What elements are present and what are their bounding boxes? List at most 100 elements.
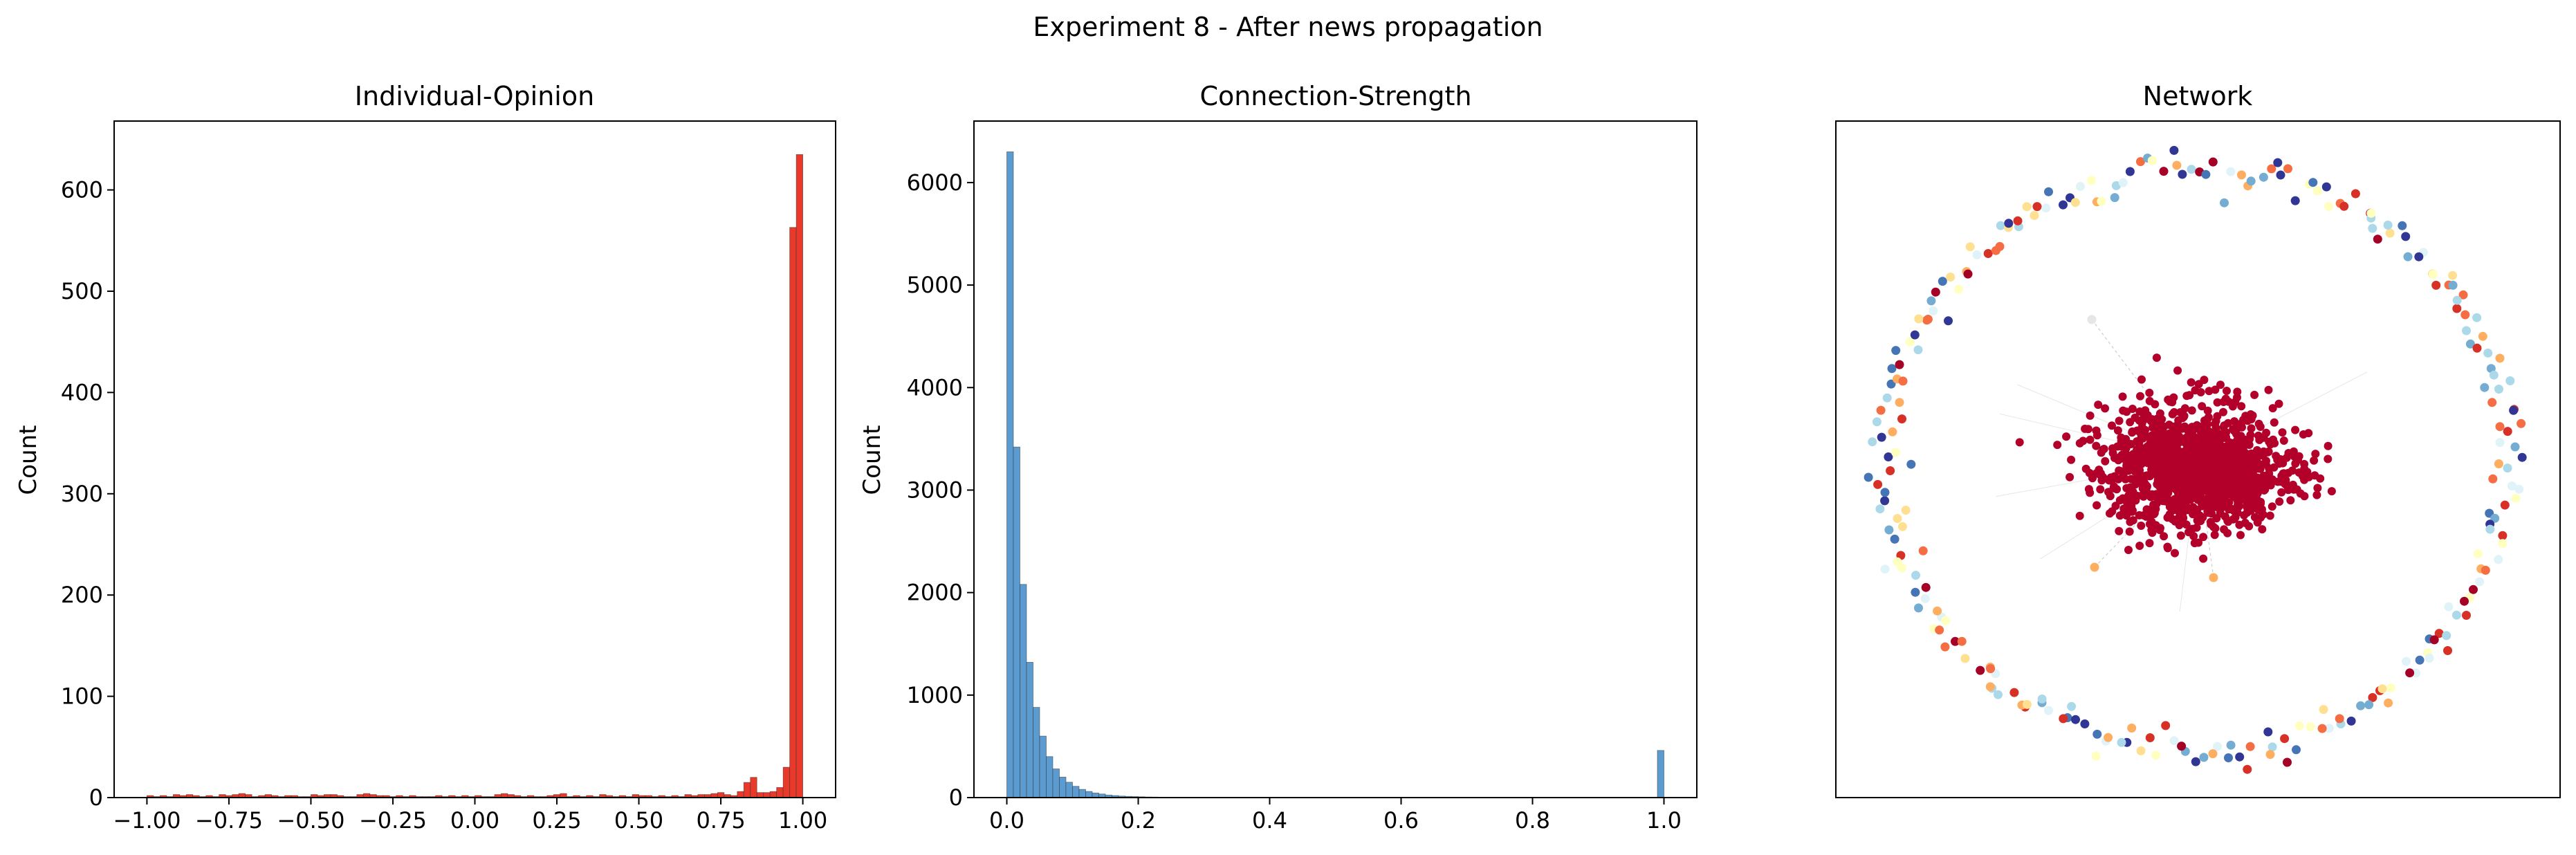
cluster-node [2243,463,2252,472]
ring-node [2386,683,2395,692]
ring-node [1893,514,1902,523]
strength-x-tick-label: 0.8 [1515,807,1550,834]
cluster-node [2266,481,2275,490]
ring-node [2280,734,2290,744]
strength-bar [1006,151,1014,798]
cluster-node [2220,449,2229,458]
cluster-node [2294,456,2302,464]
ring-node [2398,221,2407,230]
strength-bar [1013,446,1020,798]
strength-y-tick-label: 5000 [907,272,963,298]
cluster-node [2254,419,2263,428]
ring-node [1933,606,1942,616]
cluster-node [2216,380,2225,389]
cluster-node [2182,520,2191,529]
ring-node [2510,442,2520,452]
opinion-bar [795,154,803,798]
ring-node [2110,193,2119,203]
cluster-node [2119,471,2128,480]
cluster-node [2113,485,2122,494]
ring-node [2118,178,2128,187]
ring-node [1941,616,1950,625]
ring-node [1872,417,1882,427]
ring-node [2350,189,2360,199]
cluster-node [2213,398,2222,407]
cluster-node [2151,400,2160,409]
cluster-node [2324,454,2333,463]
strength-bar [1078,789,1086,798]
ring-node [2469,585,2478,594]
cluster-node [2115,416,2124,425]
ring-node [2136,746,2146,755]
cluster-node [2181,454,2190,463]
cluster-node [2187,406,2196,415]
ring-node [2368,692,2377,702]
strength-x-tick-label: 0.4 [1252,807,1287,834]
ring-node [2429,635,2439,645]
ring-node [2465,339,2475,349]
ring-node [1953,284,1963,294]
ring-node [2514,484,2524,494]
opinion-bar [763,792,771,798]
strength-x-ticks: 0.0 0.2 0.4 0.6 0.8 1.0 [989,798,1682,834]
cluster-node [2152,353,2161,362]
cluster-node [2113,426,2122,435]
cluster-node [2118,392,2127,401]
cluster-node [2155,493,2164,502]
opinion-x-tick-label: 0.00 [450,807,499,834]
ring-node [2044,187,2053,196]
ring-node [2159,167,2169,176]
cluster-node [2146,493,2155,502]
cluster-node [2081,424,2090,433]
cluster-node [2256,513,2265,522]
ring-node [2312,186,2322,196]
ring-node [2125,167,2135,176]
ring-node [2483,348,2493,358]
cluster-node [2274,399,2283,408]
cluster-node [2101,404,2110,413]
ring-node [1876,405,1886,415]
cluster-node [2145,388,2154,397]
cluster-node [2104,488,2113,497]
ring-node [2258,172,2268,182]
cluster-node [2066,472,2074,481]
ring-node [2324,724,2334,733]
ring-node [2044,706,2053,715]
ring-node [2429,270,2438,279]
ring-node [2201,169,2211,179]
ring-node [1951,636,1960,646]
cluster-node [2251,502,2260,511]
cluster-node [2184,491,2193,500]
ring-node [2292,745,2301,755]
ring-node [1918,546,1928,555]
strength-x-tick-label: 0.2 [1121,807,1156,834]
ring-node [2243,764,2252,774]
cluster-node [2273,455,2282,464]
cluster-node [2122,444,2131,452]
cluster-node [2196,388,2205,396]
ring-node [2452,304,2462,313]
ring-node [1890,534,1899,544]
strength-bar [1085,791,1093,798]
cluster-node [2220,496,2229,505]
ring-node [2495,422,2505,432]
ring-node [2431,280,2441,290]
opinion-x-tick-label: 0.25 [532,807,581,834]
ring-node [1946,273,1956,282]
opinion-x-tick-label: 1.00 [778,807,827,834]
ring-node [1873,479,1883,489]
ring-node [1901,506,1911,515]
cluster-node [2163,482,2172,491]
ring-node [1882,393,1892,403]
cluster-node [2203,420,2212,429]
cluster-node [2187,439,2196,448]
strength-y-tick-label: 0 [949,784,963,811]
cluster-node [2275,497,2284,506]
ring-node [1880,564,1890,574]
ring-node [2067,701,2077,711]
cluster-node [2108,444,2117,453]
opinion-y-tick-label: 400 [61,379,103,405]
opinion-x-ticks: −1.00 −0.75 −0.50 −0.25 0.00 0.25 0.50 0.75 1.00 [113,798,827,834]
strength-bar [1046,756,1054,798]
